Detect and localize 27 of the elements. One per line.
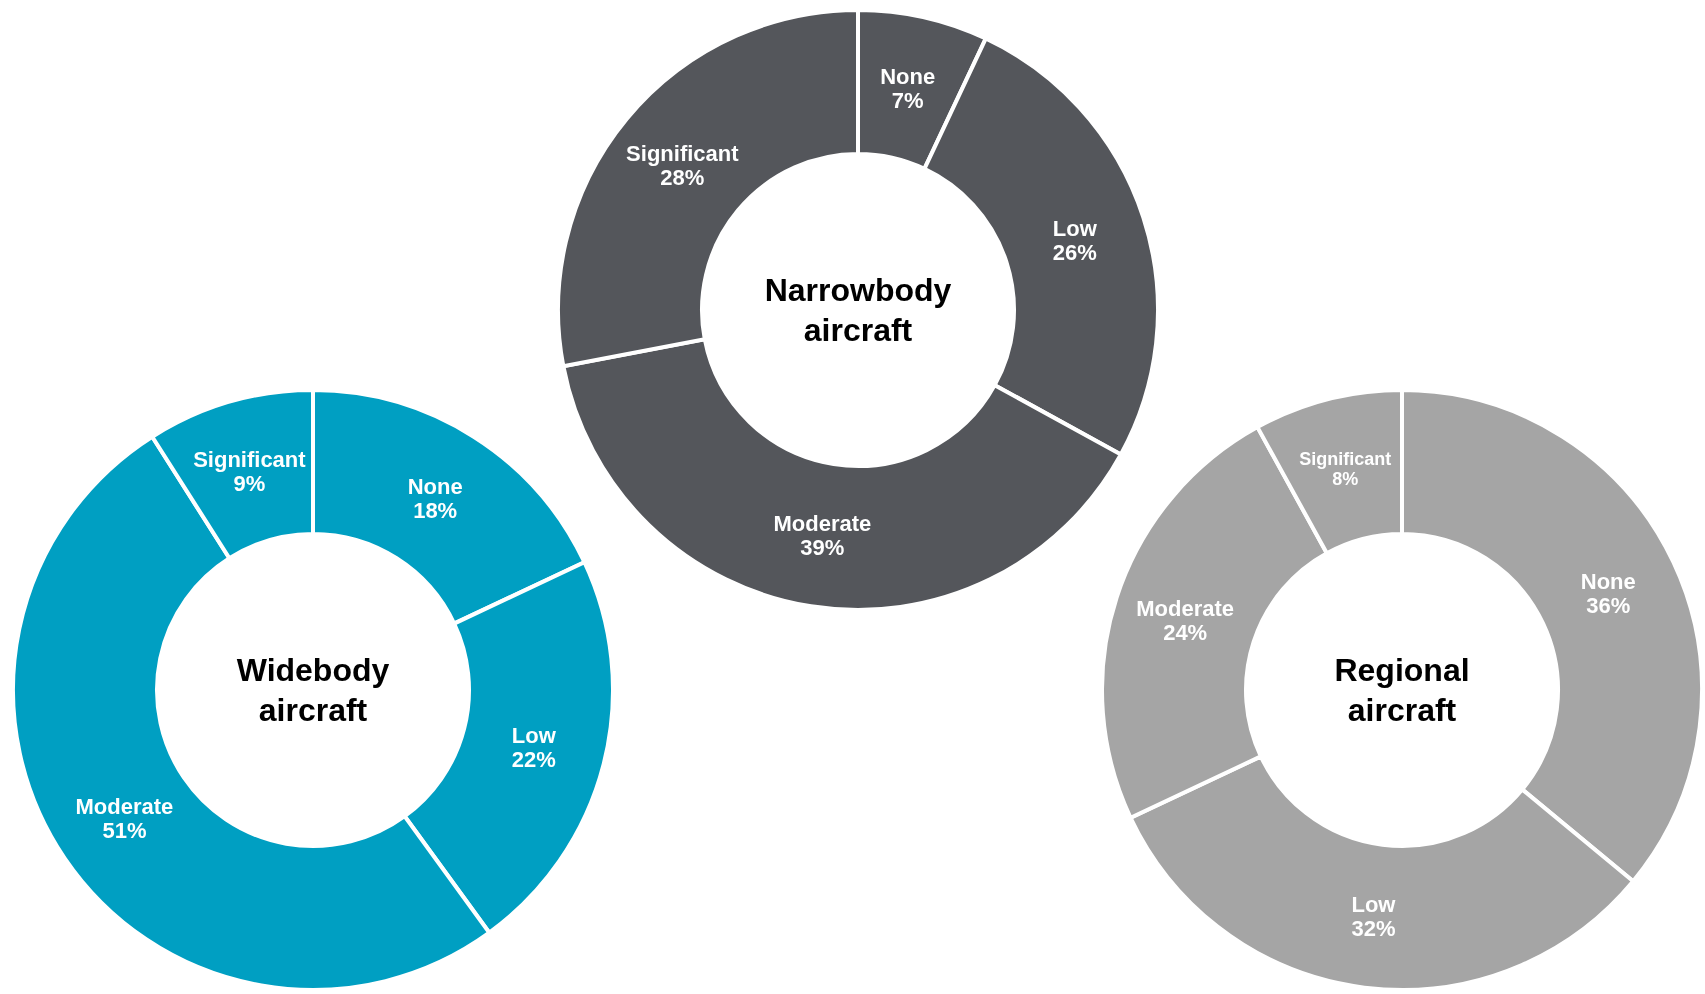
slice-label: Moderate bbox=[773, 511, 872, 537]
slice-label: Moderate bbox=[75, 794, 174, 820]
text: Regional aircraft bbox=[1334, 652, 1470, 728]
text: Widebody aircraft bbox=[236, 652, 390, 728]
data-label: 32% bbox=[1351, 916, 1396, 942]
data-label: 18% bbox=[413, 497, 458, 523]
data-label: 28% bbox=[660, 164, 705, 190]
data-label: 22% bbox=[511, 746, 556, 772]
data-label: 8% bbox=[1332, 469, 1359, 490]
data-label: 51% bbox=[102, 818, 147, 844]
data-label: 7% bbox=[891, 87, 924, 113]
slice-label: None bbox=[1580, 568, 1636, 594]
slice-label: Moderate bbox=[1136, 595, 1235, 621]
data-label: 24% bbox=[1163, 619, 1208, 645]
data-label: 9% bbox=[233, 471, 266, 497]
slice-label: Significant bbox=[626, 140, 740, 166]
data-label: 39% bbox=[800, 535, 845, 561]
data-label: 36% bbox=[1586, 592, 1631, 618]
text: Narrowbody aircraft bbox=[764, 272, 952, 348]
slice-label: Low bbox=[1052, 215, 1098, 241]
slice-label: None bbox=[880, 63, 936, 89]
data-label: 26% bbox=[1052, 239, 1097, 265]
slice-label: Low bbox=[1351, 892, 1397, 918]
slice-label: Significant bbox=[1299, 449, 1392, 470]
slice-label: Significant bbox=[193, 447, 307, 473]
slice-label: None bbox=[407, 473, 463, 499]
slice-label: Low bbox=[511, 722, 557, 748]
